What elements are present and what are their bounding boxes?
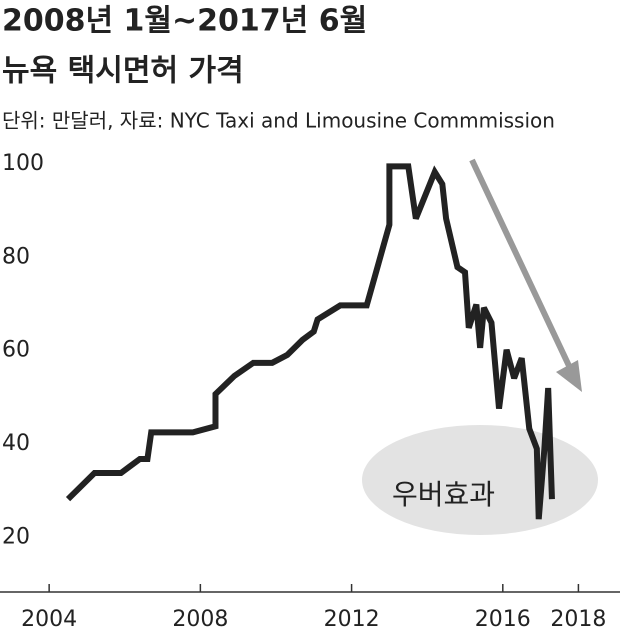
x-tick-label: 2008 <box>172 607 228 632</box>
y-tick-label: 100 <box>2 151 44 176</box>
chart-subtitle: 뉴욕 택시면허 가격 <box>2 54 244 89</box>
y-tick-label: 80 <box>2 244 30 269</box>
x-tick-label: 2016 <box>475 607 531 632</box>
x-tick-label: 2018 <box>550 607 606 632</box>
chart-title: 2008년 1월~2017년 6월 <box>2 4 367 39</box>
trend-arrow <box>469 158 573 370</box>
annotation: 우버효과 <box>392 478 495 511</box>
x-tick-label: 2004 <box>21 607 77 632</box>
x-tick-label: 2012 <box>324 607 380 632</box>
y-tick-label: 60 <box>2 338 30 363</box>
chart-note: 단위: 만달러, 자료: NYC Taxi and Limousine Comm… <box>2 109 555 133</box>
trend-arrowhead <box>556 360 582 392</box>
y-tick-label: 40 <box>2 431 30 456</box>
y-tick-label: 20 <box>2 524 30 549</box>
line <box>65 163 555 520</box>
